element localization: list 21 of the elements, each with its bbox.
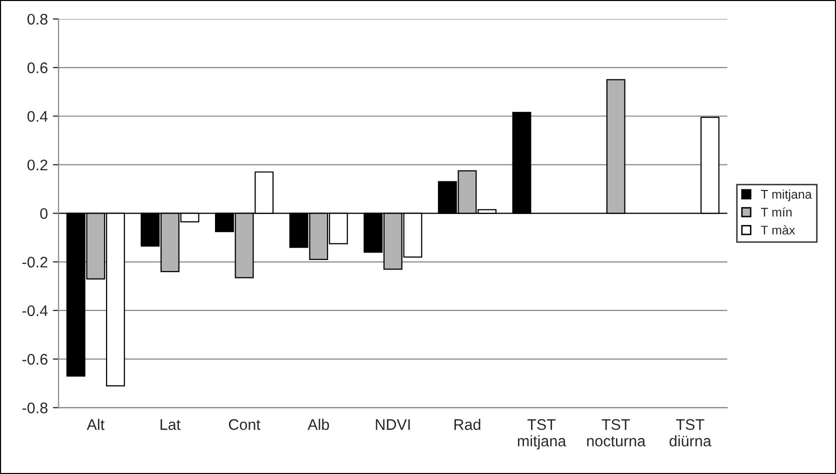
- x-tick-label: TST mitjana: [518, 419, 566, 450]
- legend-label: T mín: [760, 207, 792, 217]
- y-tick-label: -0.4: [22, 305, 48, 316]
- y-tick-label: -0.2: [22, 256, 48, 268]
- legend-label: T mitjana: [760, 190, 812, 202]
- x-tick-label: TST nocturna: [587, 419, 646, 446]
- y-tick-label: -0.8: [22, 402, 48, 414]
- y-tick-label: 0.2: [27, 160, 48, 170]
- x-tick-label: NDVI: [376, 419, 410, 430]
- x-tick-label: Alb: [308, 418, 330, 430]
- x-tick-label: Rad: [454, 418, 480, 430]
- x-tick-label: Lat: [160, 419, 180, 430]
- y-tick-label: 0.4: [27, 111, 48, 122]
- legend-label: T màx: [760, 225, 796, 235]
- y-tick-label: 0.8: [27, 14, 48, 25]
- y-tick-label: 0.6: [27, 62, 48, 74]
- x-tick-label: TST diürna: [670, 419, 712, 446]
- y-tick-label: 0: [40, 208, 48, 219]
- y-tick-label: -0.6: [22, 354, 48, 365]
- x-tick-label: Alt: [86, 418, 104, 430]
- x-tick-label: Cont: [228, 419, 260, 430]
